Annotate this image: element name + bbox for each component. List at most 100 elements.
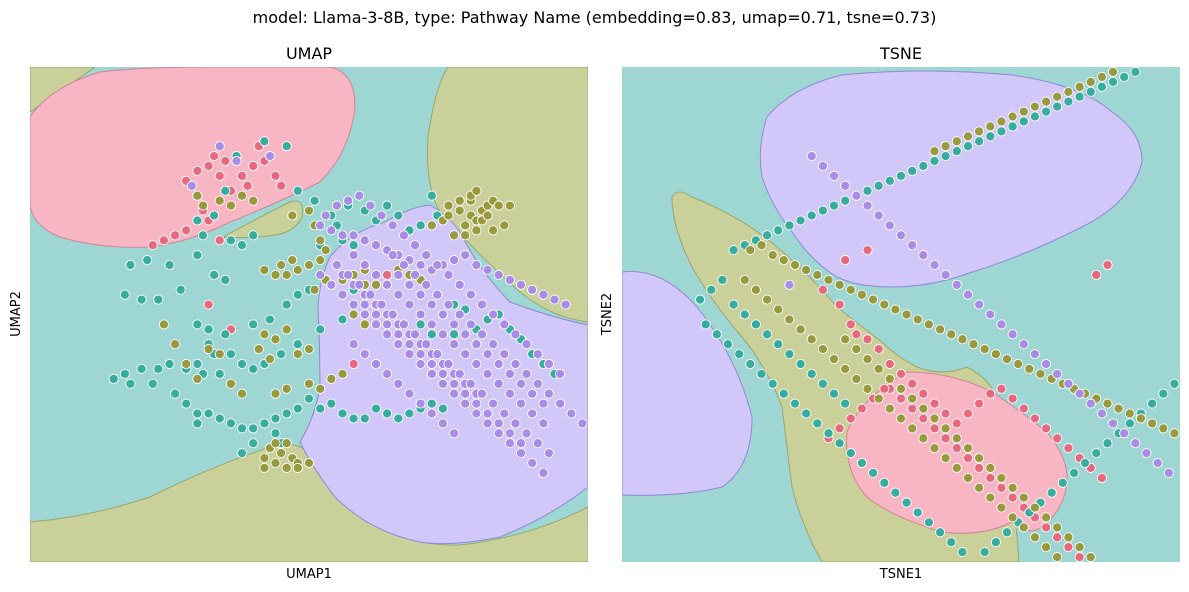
umap-point-teal-107 bbox=[437, 403, 448, 414]
tsne-point-teal-87 bbox=[1063, 96, 1074, 107]
umap-point-teal-86 bbox=[203, 408, 214, 419]
umap-point-pink-20 bbox=[147, 240, 158, 251]
tsne-point-pink-27 bbox=[1096, 472, 1107, 483]
umap-point-purple-133 bbox=[499, 319, 510, 330]
tsne-point-olive-92 bbox=[940, 141, 951, 152]
tsne-point-teal-16 bbox=[722, 339, 734, 350]
umap-point-olive-51 bbox=[259, 453, 270, 464]
umap-point-olive-19 bbox=[303, 259, 315, 271]
umap-point-olive-76 bbox=[471, 185, 482, 196]
tsne-point-olive-62 bbox=[739, 274, 750, 285]
umap-point-olive-24 bbox=[309, 284, 320, 295]
tsne-point-pink-48 bbox=[845, 413, 856, 424]
tsne-point-olive-59 bbox=[1063, 532, 1074, 543]
umap-point-teal-1 bbox=[259, 136, 270, 147]
tsne-point-olive-32 bbox=[1102, 398, 1113, 409]
umap-region-olive-mid bbox=[221, 200, 303, 239]
umap-point-purple-117 bbox=[320, 210, 331, 221]
umap-point-olive-41 bbox=[292, 349, 303, 360]
umap-point-olive-20 bbox=[259, 264, 270, 275]
tsne-point-purple-8 bbox=[884, 220, 895, 231]
tsne-point-teal-50 bbox=[1102, 438, 1113, 449]
umap-point-purple-102 bbox=[543, 448, 554, 459]
tsne-point-olive-25 bbox=[1024, 363, 1035, 374]
umap-point-teal-32 bbox=[119, 289, 130, 300]
tsne-point-teal-88 bbox=[1074, 91, 1085, 102]
umap-point-purple-4 bbox=[315, 220, 326, 231]
umap-point-purple-75 bbox=[370, 358, 382, 370]
umap-point-purple-114 bbox=[515, 378, 527, 389]
tsne-point-teal-70 bbox=[873, 180, 884, 191]
tsne-point-purple-24 bbox=[1063, 378, 1074, 389]
umap-point-teal-38 bbox=[220, 329, 231, 340]
umap-point-purple-13 bbox=[415, 259, 426, 271]
umap-point-purple-166 bbox=[454, 309, 465, 320]
umap-point-olive-44 bbox=[276, 448, 287, 459]
umap-point-purple-53 bbox=[449, 378, 460, 389]
umap-plot bbox=[30, 67, 588, 562]
umap-point-olive-56 bbox=[454, 205, 465, 216]
tsne-point-teal-37 bbox=[957, 547, 968, 558]
tsne-point-olive-70 bbox=[828, 354, 840, 365]
tsne-point-teal-83 bbox=[1018, 116, 1029, 127]
umap-point-purple-7 bbox=[348, 230, 359, 241]
tsne-point-olive-89 bbox=[1041, 542, 1052, 553]
tsne-point-olive-69 bbox=[817, 344, 828, 355]
umap-point-olive-67 bbox=[471, 225, 482, 236]
umap-point-teal-112 bbox=[236, 448, 248, 459]
umap-point-purple-124 bbox=[398, 230, 409, 241]
umap-point-purple-110 bbox=[471, 339, 482, 350]
umap-point-olive-72 bbox=[488, 225, 499, 236]
umap-point-purple-57 bbox=[493, 418, 504, 429]
tsne-point-pink-10 bbox=[907, 378, 918, 389]
tsne-point-olive-72 bbox=[851, 373, 862, 384]
umap-point-olive-30 bbox=[348, 309, 359, 320]
tsne-ylabel: TSNE2 bbox=[600, 292, 615, 336]
umap-point-purple-58 bbox=[504, 428, 515, 439]
tsne-point-teal-8 bbox=[784, 349, 795, 360]
tsne-point-pink-32 bbox=[929, 423, 940, 434]
umap-point-purple-159 bbox=[538, 467, 549, 478]
umap-point-olive-10 bbox=[320, 245, 331, 256]
umap-point-purple-118 bbox=[331, 200, 342, 211]
tsne-point-olive-50 bbox=[962, 443, 974, 454]
tsne-point-pink-18 bbox=[996, 383, 1007, 394]
umap-point-teal-91 bbox=[259, 418, 270, 429]
tsne-point-pink-16 bbox=[974, 398, 985, 409]
tsne-point-olive-57 bbox=[1041, 512, 1052, 523]
umap-point-purple-134 bbox=[510, 329, 521, 340]
tsne-point-pink-0 bbox=[840, 255, 851, 266]
umap-point-purple-168 bbox=[476, 329, 488, 340]
tsne-point-olive-87 bbox=[1018, 522, 1029, 533]
umap-point-purple-155 bbox=[493, 428, 504, 439]
umap-point-purple-147 bbox=[404, 349, 415, 360]
tsne-point-teal-91 bbox=[1107, 76, 1119, 87]
umap-point-olive-36 bbox=[281, 324, 292, 335]
tsne-point-pink-38 bbox=[996, 482, 1007, 493]
umap-point-purple-116 bbox=[538, 398, 549, 409]
tsne-point-olive-85 bbox=[996, 502, 1007, 513]
umap-point-olive-78 bbox=[493, 200, 504, 211]
umap-point-teal-42 bbox=[292, 289, 303, 300]
tsne-point-olive-21 bbox=[979, 344, 990, 355]
umap-point-purple-74 bbox=[359, 349, 370, 360]
tsne-point-purple-0 bbox=[784, 279, 795, 290]
umap-point-olive-38 bbox=[264, 354, 275, 365]
umap-point-olive-82 bbox=[192, 373, 203, 384]
umap-point-olive-61 bbox=[454, 195, 465, 206]
umap-point-purple-36 bbox=[449, 339, 460, 350]
tsne-point-olive-63 bbox=[750, 284, 761, 295]
umap-point-teal-103 bbox=[393, 413, 404, 424]
umap-point-olive-80 bbox=[170, 339, 181, 350]
umap-point-teal-26 bbox=[142, 255, 153, 266]
tsne-point-purple-10 bbox=[907, 240, 918, 251]
tsne-point-olive-6 bbox=[812, 269, 823, 280]
umap-point-purple-140 bbox=[326, 279, 337, 290]
tsne-point-olive-9 bbox=[845, 284, 856, 295]
tsne-point-teal-84 bbox=[1029, 111, 1040, 122]
umap-point-purple-56 bbox=[482, 408, 493, 419]
umap-point-purple-22 bbox=[515, 279, 527, 290]
umap-points bbox=[108, 136, 588, 478]
umap-point-purple-171 bbox=[510, 358, 521, 370]
umap-point-purple-175 bbox=[555, 398, 566, 409]
